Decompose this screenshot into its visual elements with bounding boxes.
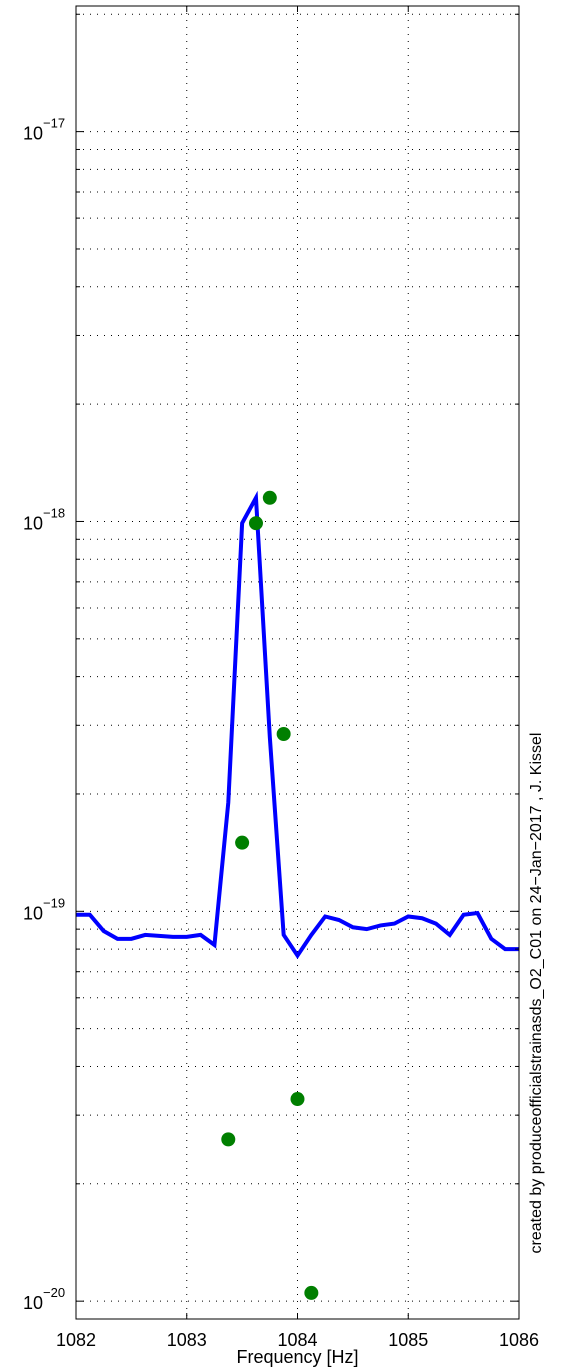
x-axis-title: Frequency [Hz]: [236, 1347, 358, 1367]
x-tick-label: 1085: [388, 1330, 428, 1350]
x-tick-label: 1082: [56, 1330, 96, 1350]
scatter-point: [290, 1092, 305, 1107]
scatter-point: [221, 1132, 236, 1147]
y-tick-label: 10−20: [23, 1285, 65, 1313]
x-tick-label: 1084: [277, 1330, 317, 1350]
scatter-point: [262, 490, 277, 505]
x-tick-label: 1083: [167, 1330, 207, 1350]
series-layer: [76, 490, 519, 1300]
scatter-point: [235, 835, 250, 850]
ticks: [75, 6, 520, 1320]
tick-labels: 1082 1083 1084 1085 1086 10−20 10−19 10−18 10−17: [23, 116, 539, 1350]
y-tick-label: 10−17: [23, 116, 65, 144]
scatter-point: [248, 516, 263, 531]
y-tick-label: 10−19: [23, 895, 65, 923]
y-tick-label: 10−18: [23, 505, 65, 533]
scatter-point: [304, 1285, 319, 1300]
scatter-point: [276, 726, 291, 741]
series-line: [76, 490, 519, 960]
side-annotation: created by produceofficialstrainasds_O2_…: [528, 733, 545, 1254]
x-tick-label: 1086: [499, 1330, 539, 1350]
